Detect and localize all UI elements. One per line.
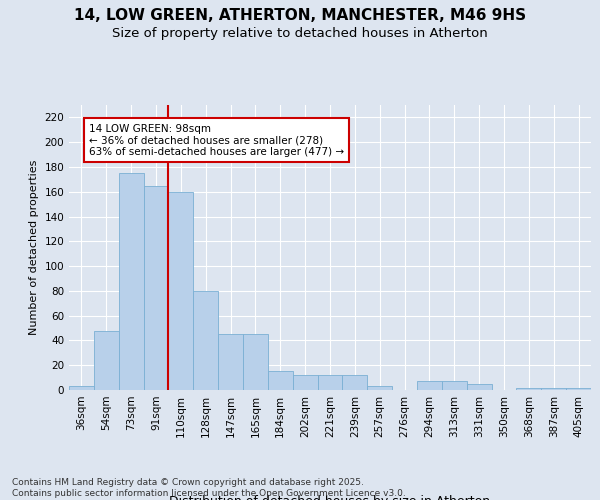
Text: 14 LOW GREEN: 98sqm
← 36% of detached houses are smaller (278)
63% of semi-detac: 14 LOW GREEN: 98sqm ← 36% of detached ho… [89,124,344,157]
Bar [169,192,193,390]
Bar [119,173,143,390]
Bar [94,330,119,390]
Bar [417,382,442,390]
Bar [517,388,541,390]
Text: Size of property relative to detached houses in Atherton: Size of property relative to detached ho… [112,28,488,40]
Bar [367,386,392,390]
Text: 14, LOW GREEN, ATHERTON, MANCHESTER, M46 9HS: 14, LOW GREEN, ATHERTON, MANCHESTER, M46… [74,8,526,22]
Text: Contains HM Land Registry data © Crown copyright and database right 2025.
Contai: Contains HM Land Registry data © Crown c… [12,478,406,498]
Bar [442,382,467,390]
Bar [541,388,566,390]
Y-axis label: Number of detached properties: Number of detached properties [29,160,39,335]
Bar [193,291,218,390]
Bar [143,186,169,390]
Bar [317,375,343,390]
Bar [467,384,491,390]
Bar [69,386,94,390]
Bar [293,375,317,390]
Bar [218,334,243,390]
Bar [268,372,293,390]
X-axis label: Distribution of detached houses by size in Atherton: Distribution of detached houses by size … [169,496,491,500]
Bar [343,375,367,390]
Bar [566,388,591,390]
Bar [243,334,268,390]
